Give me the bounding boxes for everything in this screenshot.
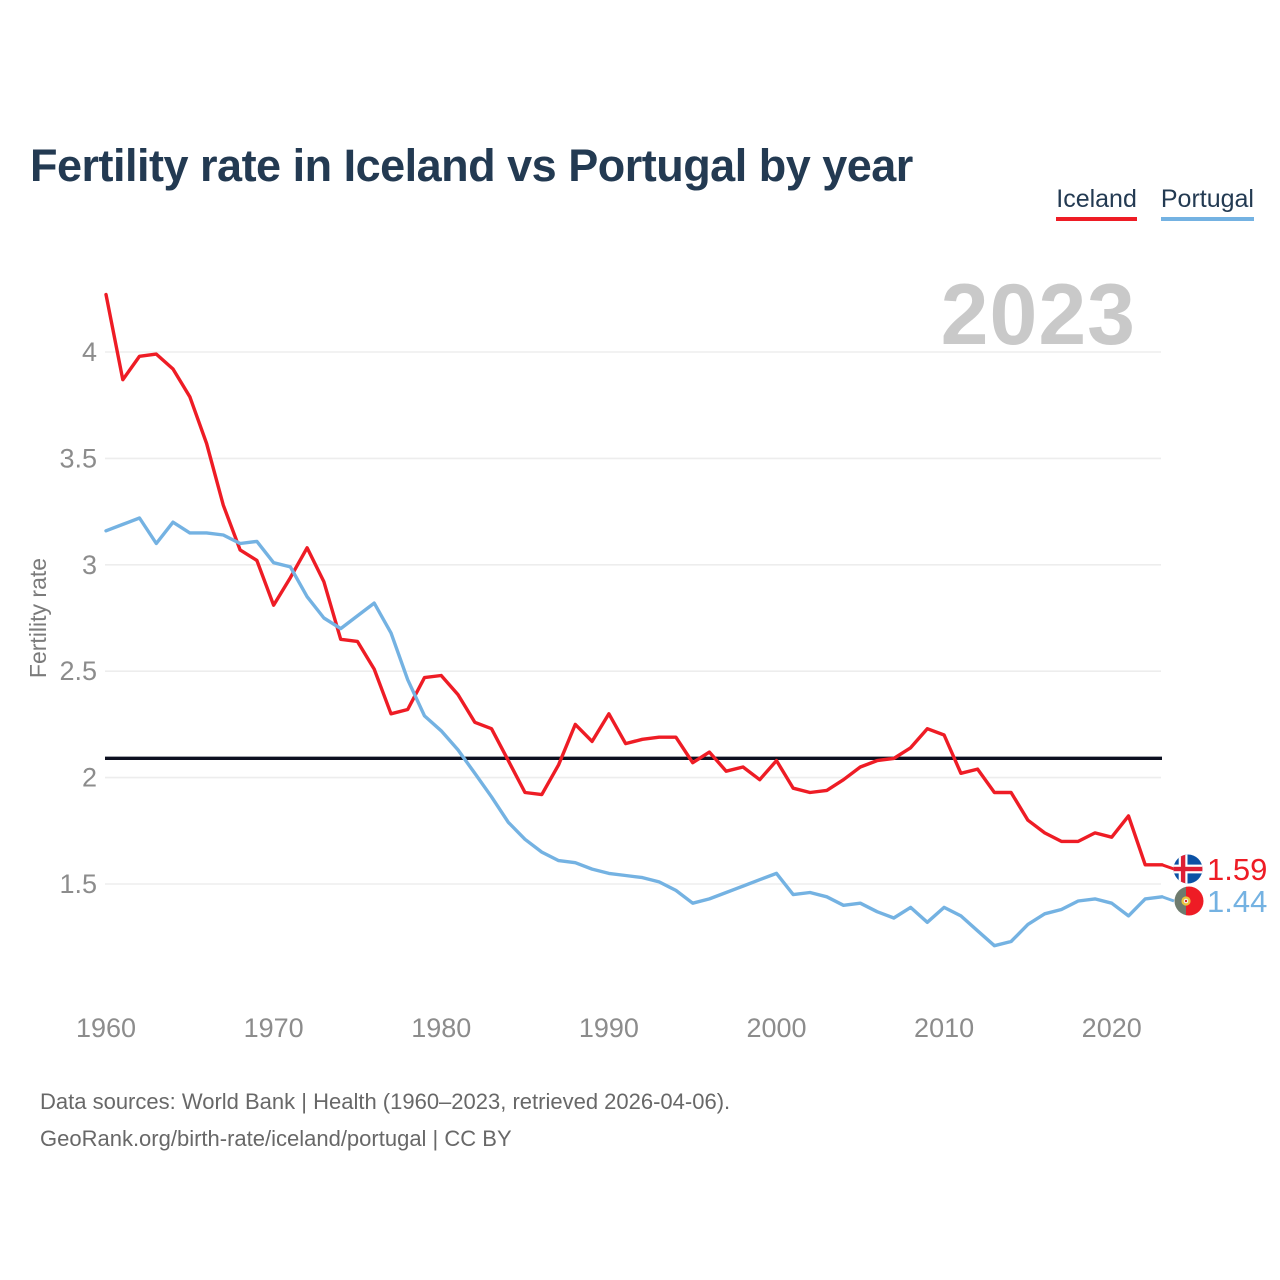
footer-data-sources: Data sources: World Bank | Health (1960–… xyxy=(40,1089,731,1114)
x-tick-label: 2020 xyxy=(1082,1013,1142,1043)
iceland-end-value-label: 1.59 xyxy=(1207,852,1267,887)
data-series-lines xyxy=(104,292,1175,948)
footer: Data sources: World Bank | Health (1960–… xyxy=(40,1083,730,1157)
y-tick-label: 4 xyxy=(82,337,97,367)
legend-item-portugal[interactable]: Portugal xyxy=(1160,185,1254,221)
y-tick-label: 1.5 xyxy=(59,869,97,899)
legend: Iceland Portugal xyxy=(1056,185,1254,221)
iceland-flag-icon xyxy=(1173,854,1203,884)
x-axis-tick-labels: 1960 1970 1980 1990 2000 2010 2020 xyxy=(76,1013,1142,1043)
x-tick-label: 1970 xyxy=(244,1013,304,1043)
series-line-portugal[interactable] xyxy=(104,516,1164,948)
portugal-end-value-label: 1.44 xyxy=(1207,884,1267,919)
footer-attribution: GeoRank.org/birth-rate/iceland/portugal … xyxy=(40,1126,512,1151)
y-tick-label: 2 xyxy=(82,763,97,793)
x-tick-label: 1960 xyxy=(76,1013,136,1043)
y-tick-label: 3 xyxy=(82,550,97,580)
series-line-iceland[interactable] xyxy=(104,292,1164,867)
series-end-connector-iceland xyxy=(1161,863,1175,871)
x-tick-label: 1990 xyxy=(579,1013,639,1043)
x-tick-label: 2000 xyxy=(746,1013,806,1043)
y-axis-tick-labels: 4 3.5 3 2.5 2 1.5 xyxy=(59,337,97,899)
x-tick-label: 1980 xyxy=(411,1013,471,1043)
legend-item-iceland[interactable]: Iceland xyxy=(1056,185,1137,221)
y-tick-label: 3.5 xyxy=(59,443,97,473)
y-tick-label: 2.5 xyxy=(59,656,97,686)
portugal-flag-icon xyxy=(1174,886,1204,916)
y-axis-title: Fertility rate xyxy=(25,558,51,678)
gridlines xyxy=(105,351,1161,885)
watermark-year: 2023 xyxy=(941,267,1136,363)
x-tick-label: 2010 xyxy=(914,1013,974,1043)
series-end-connector-portugal xyxy=(1161,895,1175,903)
page-title: Fertility rate in Iceland vs Portugal by… xyxy=(30,140,913,192)
